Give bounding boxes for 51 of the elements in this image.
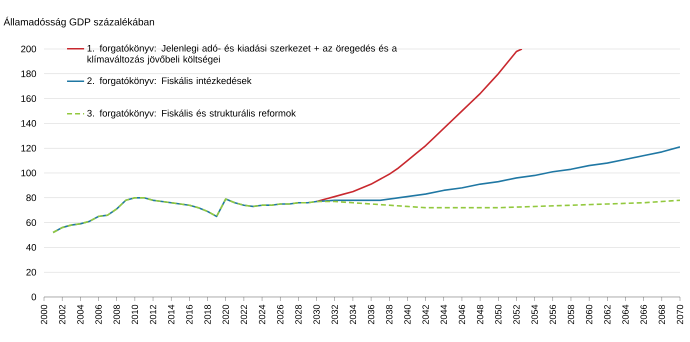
x-tick-label: 2002 [58,304,66,324]
x-tick-label: 2056 [550,304,556,324]
y-tick-label: 140 [21,120,36,127]
y-tick-label: 180 [21,70,36,78]
x-tick-label: 2062 [604,304,611,324]
y-tick-label: 60 [26,219,36,226]
x-tick-label: 2066 [640,304,647,324]
x-tick-label: 2052 [513,304,520,324]
x-tick-label: 2000 [40,304,48,324]
x-tick-label: 2054 [531,304,538,324]
x-tick-label: 2064 [622,304,629,324]
y-tick-label: 20 [26,268,36,276]
x-tick-label: 2008 [114,304,120,324]
x-tick-label: 2020 [222,304,229,324]
x-tick-label: 2070 [676,304,684,324]
x-tick-label: 2058 [568,304,574,324]
legend-label: 1. forgatókönyv: Jelenlegi adó- és kiadási szerkezet + az öregedés és a klímaváltozás jövőbeli költségei [88,44,398,64]
x-tick-label: 2012 [150,304,156,324]
y-tick-label: 100 [21,170,36,176]
x-tick-label: 2036 [368,304,374,324]
x-tick-label: 2014 [168,304,174,324]
y-axis-title: Államadósság GDP százalékában [4,16,154,28]
x-tick-label: 2010 [132,304,138,324]
x-tick-label: 2044 [440,304,447,324]
x-tick-label: 2050 [495,304,502,324]
y-tick-label: 200 [21,46,36,52]
x-tick-label: 2060 [586,304,592,324]
legend-label: 3. forgatókönyv: Fiskális és strukturális reformok [87,110,296,118]
x-tick-label: 2038 [386,304,392,324]
y-tick-label: 120 [21,144,36,152]
x-tick-label: 2024 [258,304,266,324]
x-tick-label: 2068 [658,304,666,324]
x-tick-label: 2030 [313,304,320,324]
x-tick-label: 2028 [295,304,302,324]
x-tick-label: 2040 [404,304,411,324]
x-tick-label: 2034 [350,304,356,324]
y-tick-label: 0 [32,294,36,300]
y-tick-label: 160 [21,95,36,102]
y-tick-label: 80 [26,194,36,202]
x-tick-label: 2006 [95,304,102,324]
x-tick-label: 2022 [240,304,248,324]
x-tick-label: 2042 [422,304,429,324]
x-tick-label: 2048 [476,304,484,324]
x-tick-label: 2004 [77,304,84,324]
x-tick-label: 2032 [332,304,338,324]
x-tick-label: 2026 [277,304,284,324]
x-tick-label: 2016 [186,304,193,324]
y-tick-label: 40 [26,244,36,251]
legend-label: 2. forgatókönyv: Fiskális intézkedések [87,77,252,86]
x-tick-label: 2046 [458,304,466,324]
x-tick-label: 2018 [204,304,211,324]
